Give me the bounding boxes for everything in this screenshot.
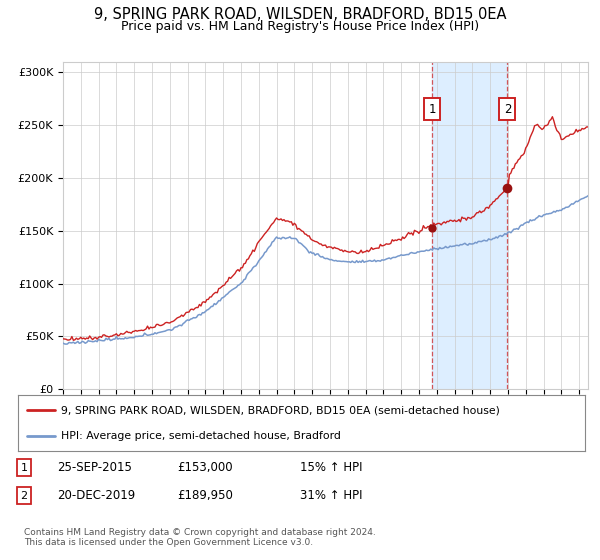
Text: £153,000: £153,000 <box>177 461 233 474</box>
Text: £189,950: £189,950 <box>177 489 233 502</box>
Text: 1: 1 <box>20 463 28 473</box>
Text: HPI: Average price, semi-detached house, Bradford: HPI: Average price, semi-detached house,… <box>61 431 340 441</box>
Text: 9, SPRING PARK ROAD, WILSDEN, BRADFORD, BD15 0EA (semi-detached house): 9, SPRING PARK ROAD, WILSDEN, BRADFORD, … <box>61 405 499 416</box>
Text: Price paid vs. HM Land Registry's House Price Index (HPI): Price paid vs. HM Land Registry's House … <box>121 20 479 32</box>
Text: 1: 1 <box>428 102 436 115</box>
Text: 15% ↑ HPI: 15% ↑ HPI <box>300 461 362 474</box>
Text: Contains HM Land Registry data © Crown copyright and database right 2024.
This d: Contains HM Land Registry data © Crown c… <box>24 528 376 547</box>
Text: 25-SEP-2015: 25-SEP-2015 <box>57 461 132 474</box>
Text: 20-DEC-2019: 20-DEC-2019 <box>57 489 135 502</box>
Text: 2: 2 <box>20 491 28 501</box>
Text: 2: 2 <box>503 102 511 115</box>
Bar <box>432 62 508 389</box>
Text: 31% ↑ HPI: 31% ↑ HPI <box>300 489 362 502</box>
Text: 9, SPRING PARK ROAD, WILSDEN, BRADFORD, BD15 0EA: 9, SPRING PARK ROAD, WILSDEN, BRADFORD, … <box>94 7 506 22</box>
